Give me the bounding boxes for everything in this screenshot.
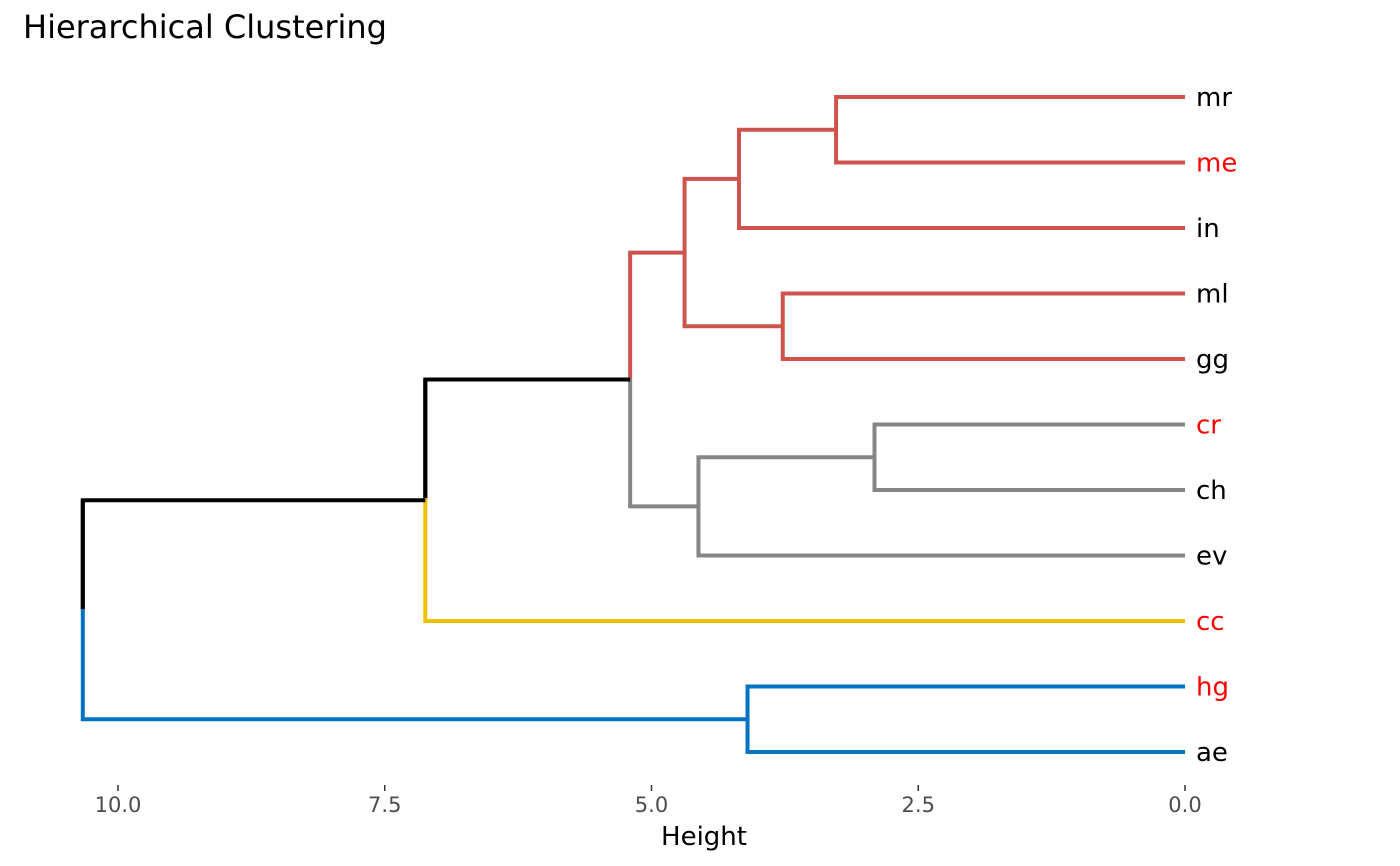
leaf-label-ev: ev bbox=[1196, 542, 1227, 572]
leaf-label-hg: hg bbox=[1196, 673, 1229, 703]
dendrogram-link bbox=[80, 498, 426, 610]
dendrogram-link bbox=[423, 377, 631, 501]
x-tick-label: 2.5 bbox=[902, 793, 935, 817]
leaf-label-cc: cc bbox=[1196, 607, 1225, 637]
dendrogram-link bbox=[696, 455, 1185, 558]
dendrogram-link bbox=[780, 291, 1185, 361]
leaf-label-mr: mr bbox=[1196, 83, 1232, 113]
leaf-label-gg: gg bbox=[1196, 345, 1229, 375]
dendrogram-link bbox=[682, 176, 783, 329]
leaf-label-ml: ml bbox=[1196, 280, 1229, 310]
dendrogram-link bbox=[423, 498, 1185, 623]
dendrogram-link bbox=[872, 422, 1185, 492]
x-tick-label: 0.0 bbox=[1168, 793, 1201, 817]
leaf-labels: mr me in ml gg cr ch ev cc hg ae bbox=[1196, 83, 1237, 768]
dendrogram-link bbox=[736, 127, 1185, 230]
leaf-label-in: in bbox=[1196, 214, 1220, 244]
x-tick-label: 5.0 bbox=[635, 793, 668, 817]
chart-title: Hierarchical Clustering bbox=[23, 8, 387, 46]
leaf-label-me: me bbox=[1196, 149, 1237, 179]
x-tick-label: 10.0 bbox=[95, 793, 142, 817]
dendrogram-link bbox=[80, 609, 748, 722]
dendrogram-link bbox=[628, 378, 699, 509]
x-axis-title: Height bbox=[661, 822, 747, 852]
dendrogram-link bbox=[745, 684, 1185, 754]
leaf-label-cr: cr bbox=[1196, 411, 1221, 441]
dendrogram-links bbox=[80, 95, 1185, 754]
x-tick-label: 7.5 bbox=[368, 793, 401, 817]
leaf-label-ch: ch bbox=[1196, 476, 1227, 506]
x-axis: 10.0 7.5 5.0 2.5 0.0 bbox=[95, 785, 1202, 817]
dendrogram-link bbox=[834, 95, 1185, 165]
dendrogram-link bbox=[628, 250, 685, 378]
leaf-label-ae: ae bbox=[1196, 738, 1228, 768]
